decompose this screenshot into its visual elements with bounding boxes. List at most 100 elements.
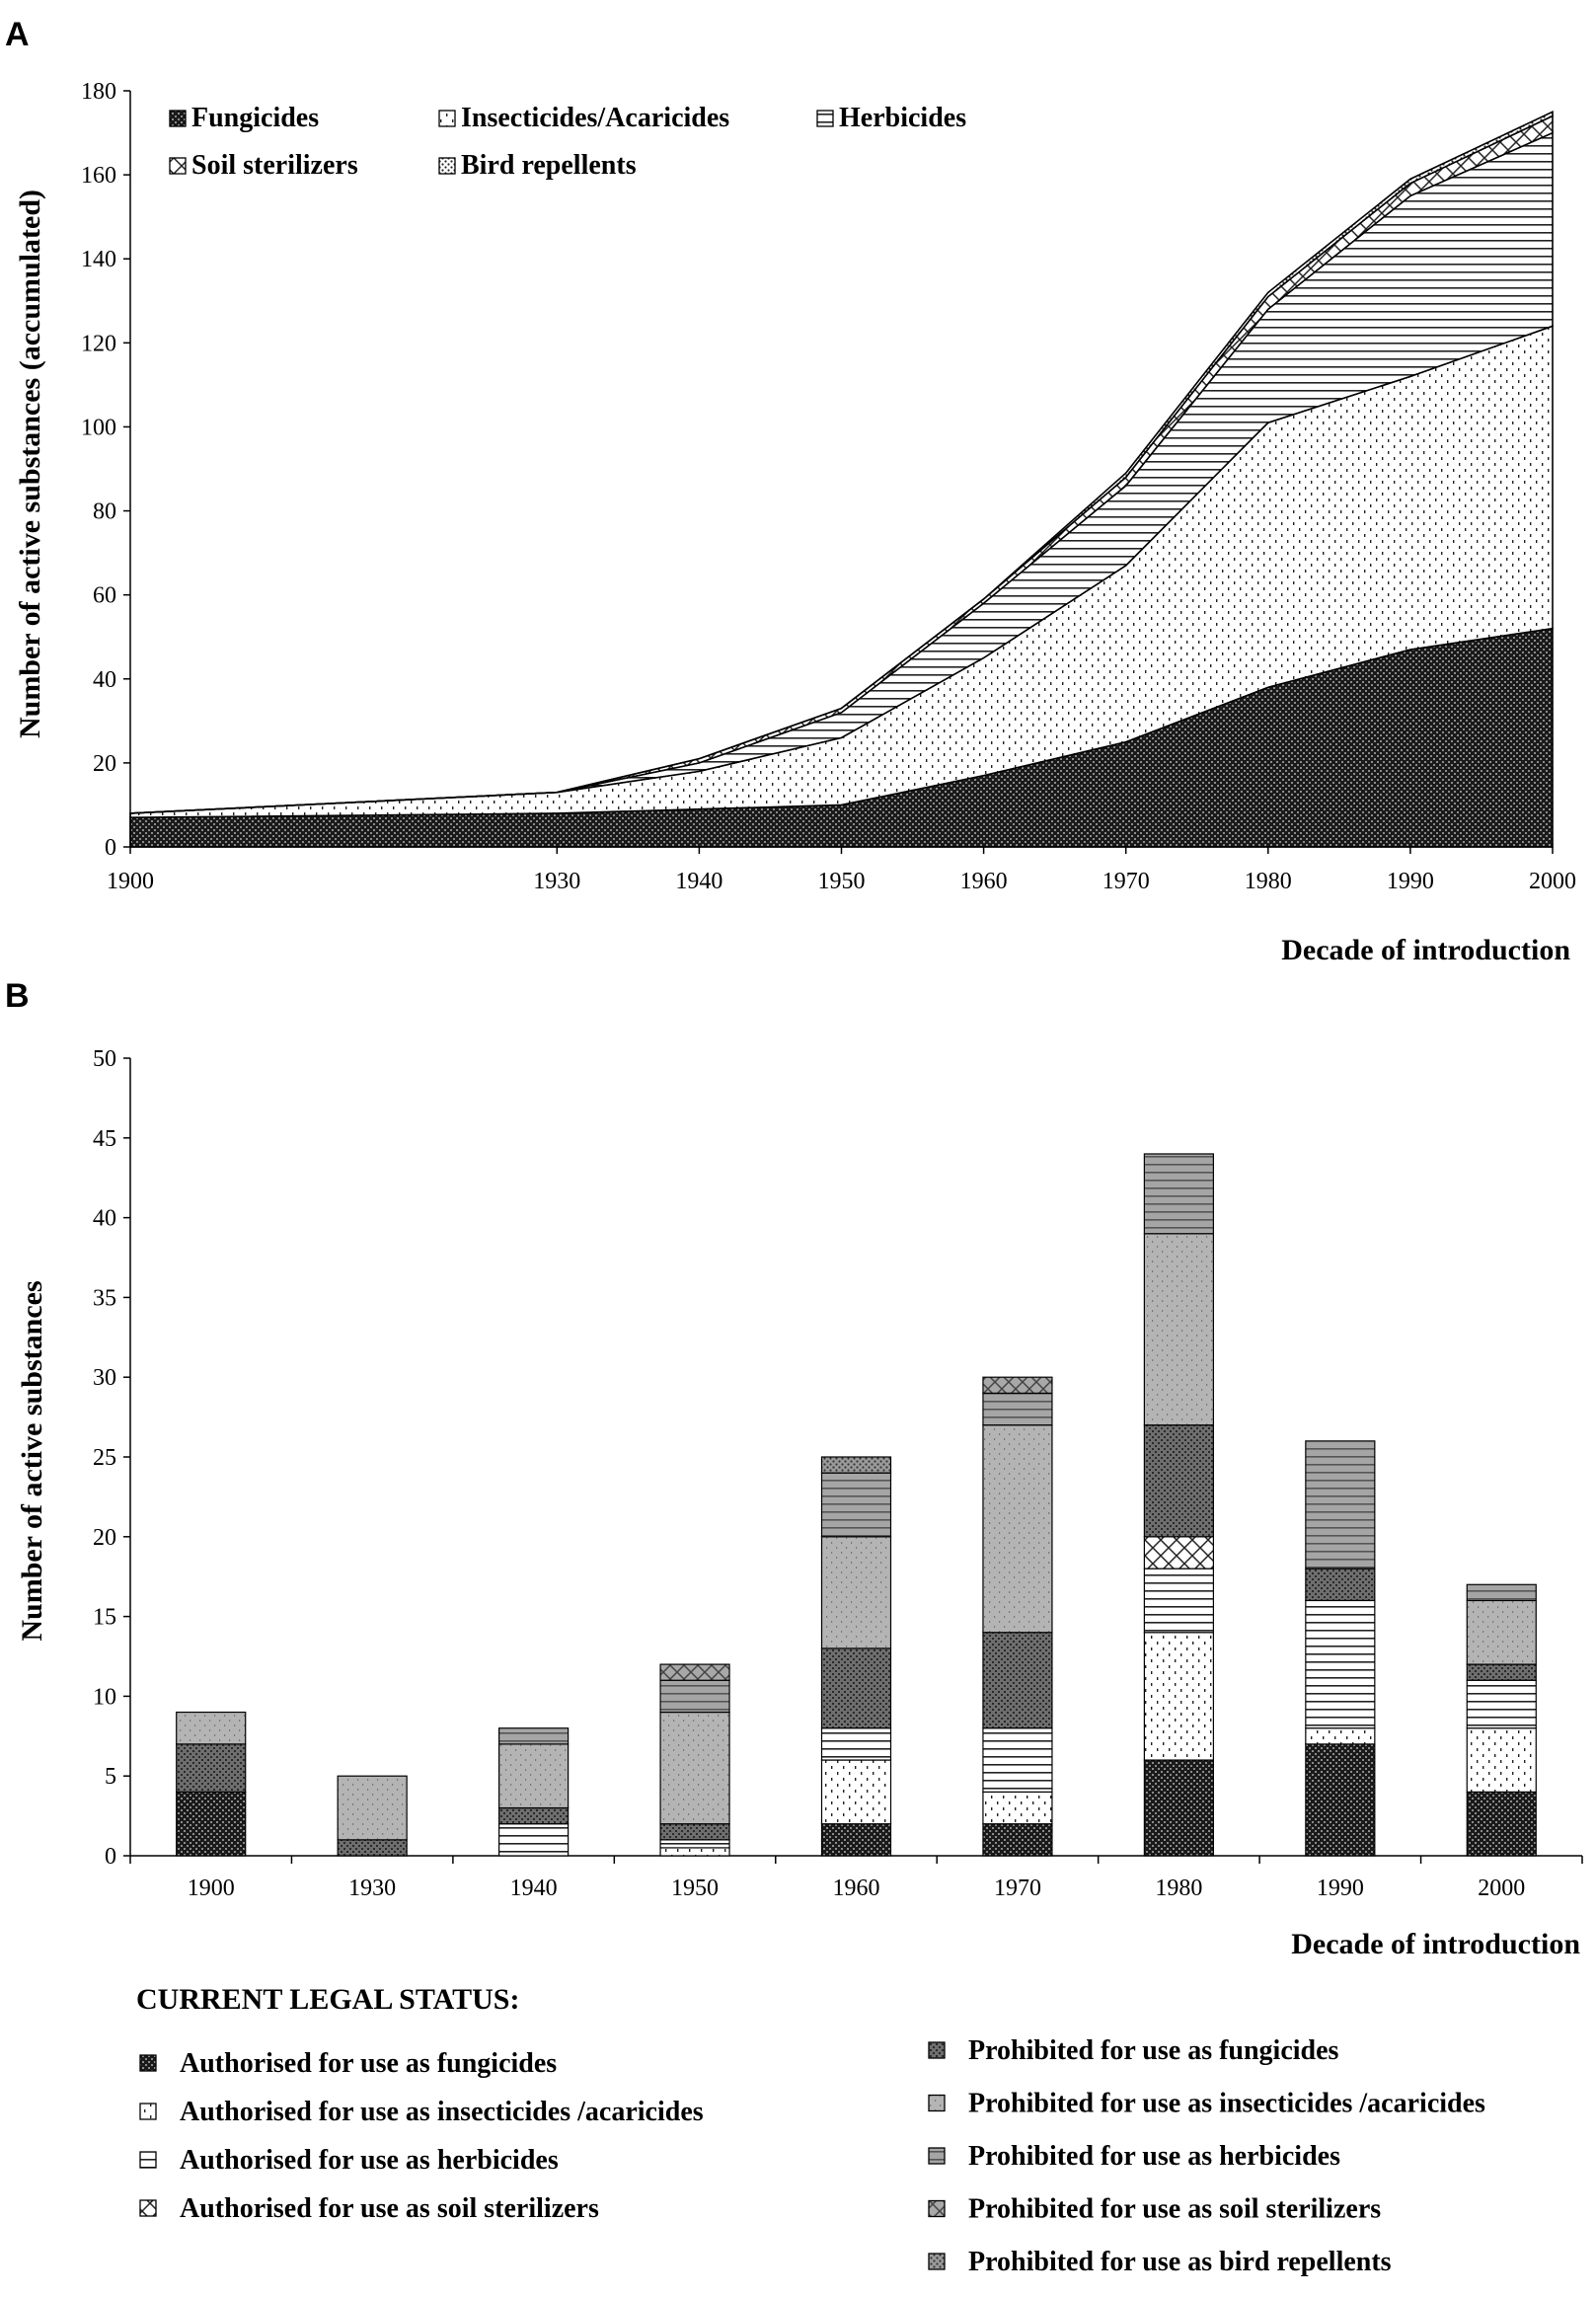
y-tick-label: 20 <box>93 751 116 777</box>
legend-swatch-authorised-for-use-as-insecticides-acaricides <box>139 2103 157 2120</box>
x-tick-label: 1990 <box>1317 1876 1364 1901</box>
y-tick-label: 45 <box>93 1126 116 1152</box>
panel-a-y-axis-title: Number of active substances (accumulated… <box>14 190 46 738</box>
y-tick-label: 180 <box>81 79 116 105</box>
bar-segment-prohibited-for-use-as-herbicides <box>1143 1153 1214 1235</box>
legend-label-herbicides: Herbicides <box>839 103 966 133</box>
y-tick-label: 100 <box>81 415 116 440</box>
y-tick-label: 40 <box>93 667 116 693</box>
bar-segment-prohibited-for-use-as-fungicides <box>982 1632 1053 1729</box>
legend-swatch-authorised-for-use-as-soil-sterilizers <box>139 2199 157 2217</box>
bar-segment-prohibited-for-use-as-insecticides-acaricides <box>1466 1599 1537 1665</box>
x-tick-label: 1980 <box>1245 869 1292 894</box>
y-tick-label: 20 <box>93 1525 116 1551</box>
area-bird-repellents <box>129 111 1554 814</box>
bar-segment-authorised-for-use-as-fungicides <box>1143 1759 1214 1857</box>
panel-a-axes: 0 20 40 60 80 100 120 140 160 180 1900 1930 1940 1950… <box>81 79 1576 894</box>
x-tick-label: 1960 <box>833 1876 880 1901</box>
panel-a-x-axis-title: Decade of introduction <box>1281 934 1570 966</box>
legend-label-fungicides: Fungicides <box>191 103 319 133</box>
bar-segment-prohibited-for-use-as-herbicides <box>1466 1583 1537 1602</box>
bar-segment-prohibited-for-use-as-fungicides <box>337 1839 408 1857</box>
bar-segment-prohibited-for-use-as-herbicides <box>820 1472 892 1538</box>
y-tick-label: 50 <box>93 1046 116 1072</box>
bar-segment-authorised-for-use-as-herbicides <box>820 1727 892 1761</box>
bar-segment-prohibited-for-use-as-bird-repellents <box>820 1456 892 1474</box>
bar-segment-prohibited-for-use-as-herbicides <box>1305 1440 1376 1570</box>
bar-segment-authorised-for-use-as-insecticides-acaricides <box>659 1847 730 1857</box>
legend-label-soil-sterilizers: Soil sterilizers <box>191 150 358 181</box>
x-tick-label: 1990 <box>1387 869 1434 894</box>
bar-segment-prohibited-for-use-as-insecticides-acaricides <box>1143 1233 1214 1426</box>
legend-swatch-insecticides-acaricides <box>438 110 456 127</box>
y-tick-label: 140 <box>81 247 116 272</box>
bar-segment-authorised-for-use-as-fungicides <box>1305 1743 1376 1857</box>
bar-segment-prohibited-for-use-as-fungicides <box>659 1823 730 1841</box>
bar-segment-prohibited-for-use-as-soil-sterilizers <box>982 1376 1053 1394</box>
legend-label-prohibited-for-use-as-fungicides: Prohibited for use as fungicides <box>968 2035 1339 2066</box>
panel-a-legend: Fungicides Insecticides/Acaricides Herbici… <box>169 103 966 181</box>
bar-segment-prohibited-for-use-as-insecticides-acaricides <box>820 1536 892 1649</box>
x-tick-label: 1980 <box>1155 1876 1202 1901</box>
bar-segment-prohibited-for-use-as-herbicides <box>982 1392 1053 1426</box>
bar-segment-authorised-for-use-as-herbicides <box>1143 1568 1214 1634</box>
x-tick-label: 1940 <box>675 869 722 894</box>
bar-segment-authorised-for-use-as-herbicides <box>1305 1599 1376 1729</box>
y-tick-label: 0 <box>105 1844 116 1870</box>
x-tick-label: 1930 <box>533 869 580 894</box>
legend-swatch-prohibited-for-use-as-insecticides-acaricides <box>928 2094 946 2112</box>
y-tick-label: 40 <box>93 1206 116 1232</box>
legend-swatch-prohibited-for-use-as-bird-repellents <box>928 2253 946 2270</box>
bar-segment-authorised-for-use-as-fungicides <box>982 1823 1053 1857</box>
legend-label-prohibited-for-use-as-insecticides-acaricides: Prohibited for use as insecticides /acar… <box>968 2089 1485 2119</box>
bar-segment-prohibited-for-use-as-fungicides <box>1466 1663 1537 1681</box>
legend-swatch-soil-sterilizers <box>169 157 187 175</box>
bar-segment-prohibited-for-use-as-insecticides-acaricides <box>498 1743 570 1809</box>
legend-swatch-prohibited-for-use-as-fungicides <box>928 2041 946 2059</box>
panel-a-area-chart: 0 20 40 60 80 100 120 140 160 180 1900 1930 1940 1950… <box>14 79 1576 966</box>
x-tick-label: 1960 <box>960 869 1008 894</box>
legal-status-title: CURRENT LEGAL STATUS: <box>136 1983 519 2016</box>
y-tick-label: 25 <box>93 1445 116 1471</box>
x-tick-label: 1970 <box>1102 869 1150 894</box>
bar-segment-prohibited-for-use-as-herbicides <box>498 1727 570 1745</box>
x-tick-label: 1930 <box>348 1876 396 1901</box>
y-tick-label: 5 <box>105 1764 116 1790</box>
panel-b-x-axis-title: Decade of introduction <box>1291 1928 1580 1960</box>
panel-b-y-axis-title: Number of active substances <box>16 1280 48 1641</box>
bar-segment-authorised-for-use-as-herbicides <box>659 1839 730 1849</box>
legend-label-authorised-for-use-as-soil-sterilizers: Authorised for use as soil sterilizers <box>180 2193 599 2224</box>
bar-segment-prohibited-for-use-as-insecticides-acaricides <box>176 1711 247 1745</box>
y-tick-label: 80 <box>93 499 116 525</box>
bar-segment-prohibited-for-use-as-fungicides <box>176 1743 247 1793</box>
panel-b-letter: B <box>5 977 30 1015</box>
legend-label-prohibited-for-use-as-soil-sterilizers: Prohibited for use as soil sterilizers <box>968 2194 1381 2225</box>
x-tick-label: 1970 <box>994 1876 1041 1901</box>
legend-swatch-authorised-for-use-as-fungicides <box>139 2054 157 2072</box>
y-tick-label: 120 <box>81 331 116 356</box>
x-tick-label: 2000 <box>1529 869 1576 894</box>
bar-segment-authorised-for-use-as-soil-sterilizers <box>1143 1536 1214 1570</box>
x-tick-label: 1900 <box>107 869 154 894</box>
bar-segment-prohibited-for-use-as-soil-sterilizers <box>659 1663 730 1681</box>
y-tick-label: 15 <box>93 1605 116 1631</box>
bar-segment-authorised-for-use-as-herbicides <box>1466 1679 1537 1729</box>
legend-swatch-fungicides <box>169 110 187 127</box>
bar-segment-prohibited-for-use-as-fungicides <box>820 1647 892 1729</box>
bar-segment-prohibited-for-use-as-insecticides-acaricides <box>982 1424 1053 1634</box>
panel-a-letter: A <box>5 16 30 53</box>
panel-b-legend: Authorised for use as fungicides Authoris… <box>139 2035 1485 2277</box>
bar-segment-authorised-for-use-as-fungicides <box>820 1823 892 1857</box>
legend-label-authorised-for-use-as-insecticides-acaricides: Authorised for use as insecticides /acar… <box>180 2097 704 2127</box>
bar-segment-authorised-for-use-as-herbicides <box>498 1823 570 1857</box>
y-tick-label: 60 <box>93 583 116 609</box>
legend-swatch-prohibited-for-use-as-soil-sterilizers <box>928 2199 946 2218</box>
bar-segment-prohibited-for-use-as-herbicides <box>659 1679 730 1714</box>
bar-segment-authorised-for-use-as-insecticides-acaricides <box>1305 1727 1376 1745</box>
bar-segment-authorised-for-use-as-insecticides-acaricides <box>982 1791 1053 1825</box>
panel-b-axes: 0 5 10 15 20 25 30 35 40 45 50 1900 1930 1940 1950 1960… <box>93 1046 1583 1901</box>
bar-segment-authorised-for-use-as-insecticides-acaricides <box>1466 1727 1537 1793</box>
panel-a-areas <box>129 111 1554 848</box>
bar-segment-authorised-for-use-as-fungicides <box>176 1791 247 1857</box>
bar-segment-prohibited-for-use-as-fungicides <box>498 1806 570 1825</box>
